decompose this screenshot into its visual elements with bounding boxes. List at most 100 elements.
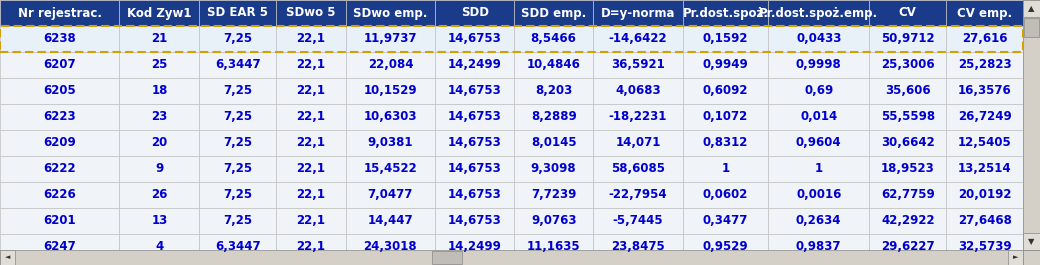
Bar	[946, 78, 1023, 104]
Text: 22,084: 22,084	[368, 59, 413, 72]
Text: 22,1: 22,1	[296, 188, 326, 201]
Text: 0,1072: 0,1072	[703, 111, 748, 123]
Text: 0,0016: 0,0016	[796, 188, 841, 201]
Bar	[514, 182, 593, 208]
Bar	[0, 130, 120, 156]
Text: 8,203: 8,203	[535, 85, 572, 98]
Text: 25,3006: 25,3006	[881, 59, 935, 72]
Text: 6247: 6247	[44, 241, 76, 254]
Text: 6223: 6223	[44, 111, 76, 123]
Text: 1: 1	[722, 162, 729, 175]
Text: 0,2634: 0,2634	[796, 214, 841, 227]
Bar	[120, 156, 200, 182]
Text: SDwo emp.: SDwo emp.	[354, 7, 427, 20]
Text: 16,3576: 16,3576	[958, 85, 1012, 98]
Bar	[0, 78, 120, 104]
Bar	[200, 104, 277, 130]
Text: 8,0145: 8,0145	[530, 136, 576, 149]
Bar	[682, 156, 769, 182]
Text: 6205: 6205	[44, 85, 76, 98]
Bar	[0, 26, 1023, 52]
Text: 10,1529: 10,1529	[364, 85, 417, 98]
Bar	[593, 182, 682, 208]
Text: 36,5921: 36,5921	[612, 59, 665, 72]
Bar	[0, 234, 120, 260]
Text: CV emp.: CV emp.	[957, 7, 1012, 20]
Bar	[1023, 0, 1040, 17]
Text: 22,1: 22,1	[296, 33, 326, 46]
Text: 10,4846: 10,4846	[526, 59, 580, 72]
Bar	[277, 182, 345, 208]
Bar	[0, 250, 15, 265]
Text: 18,9523: 18,9523	[881, 162, 935, 175]
Text: 8,2889: 8,2889	[530, 111, 576, 123]
Bar	[869, 0, 946, 26]
Bar	[769, 234, 869, 260]
Bar	[514, 104, 593, 130]
Bar	[593, 78, 682, 104]
Bar	[514, 208, 593, 234]
Text: SDD: SDD	[461, 7, 489, 20]
Text: 14,6753: 14,6753	[448, 162, 501, 175]
Text: ►: ►	[1013, 254, 1018, 260]
Text: 32,5739: 32,5739	[958, 241, 1012, 254]
Text: 22,1: 22,1	[296, 85, 326, 98]
Text: 0,0433: 0,0433	[796, 33, 841, 46]
Bar	[345, 156, 435, 182]
Bar	[435, 26, 514, 52]
Bar	[514, 130, 593, 156]
Bar	[435, 234, 514, 260]
Text: 7,25: 7,25	[224, 136, 253, 149]
Bar	[120, 52, 200, 78]
Bar	[769, 208, 869, 234]
Bar	[120, 234, 200, 260]
Bar	[200, 26, 277, 52]
Bar	[435, 208, 514, 234]
Text: 23,8475: 23,8475	[612, 241, 665, 254]
Text: 14,6753: 14,6753	[448, 214, 501, 227]
Text: 0,9837: 0,9837	[796, 241, 841, 254]
Bar	[435, 182, 514, 208]
Text: 50,9712: 50,9712	[881, 33, 935, 46]
Text: 14,6753: 14,6753	[448, 85, 501, 98]
Bar	[682, 78, 769, 104]
Text: 0,014: 0,014	[800, 111, 837, 123]
Bar	[593, 0, 682, 26]
Text: Pr.dost.spoż.emp.: Pr.dost.spoż.emp.	[759, 7, 879, 20]
Text: 9,0381: 9,0381	[368, 136, 413, 149]
Text: D=y-norma: D=y-norma	[601, 7, 675, 20]
Text: 22,1: 22,1	[296, 111, 326, 123]
Text: Nr rejestrac.: Nr rejestrac.	[18, 7, 102, 20]
Bar	[869, 104, 946, 130]
Bar	[946, 208, 1023, 234]
Text: 10,6303: 10,6303	[364, 111, 417, 123]
Bar	[1024, 18, 1039, 37]
Bar	[869, 78, 946, 104]
Text: 14,2499: 14,2499	[448, 241, 501, 254]
Text: 14,071: 14,071	[616, 136, 660, 149]
Text: Pr.dost.spoż.: Pr.dost.spoż.	[682, 7, 769, 20]
Bar	[345, 130, 435, 156]
Text: 6201: 6201	[44, 214, 76, 227]
Bar	[435, 130, 514, 156]
Text: Kod Zyw1: Kod Zyw1	[127, 7, 191, 20]
Bar	[1008, 250, 1023, 265]
Text: 25: 25	[151, 59, 167, 72]
Bar	[593, 234, 682, 260]
Bar	[593, 52, 682, 78]
Bar	[514, 26, 593, 52]
Bar	[435, 104, 514, 130]
Text: 7,25: 7,25	[224, 85, 253, 98]
Text: 6238: 6238	[44, 33, 76, 46]
Bar	[120, 0, 200, 26]
Text: 0,3477: 0,3477	[703, 214, 748, 227]
Bar	[200, 0, 277, 26]
Bar	[345, 208, 435, 234]
Text: -5,7445: -5,7445	[613, 214, 664, 227]
Text: 22,1: 22,1	[296, 59, 326, 72]
Bar	[593, 156, 682, 182]
Bar	[682, 182, 769, 208]
Text: 58,6085: 58,6085	[610, 162, 665, 175]
Text: 26: 26	[151, 188, 167, 201]
Text: 0,8312: 0,8312	[703, 136, 748, 149]
